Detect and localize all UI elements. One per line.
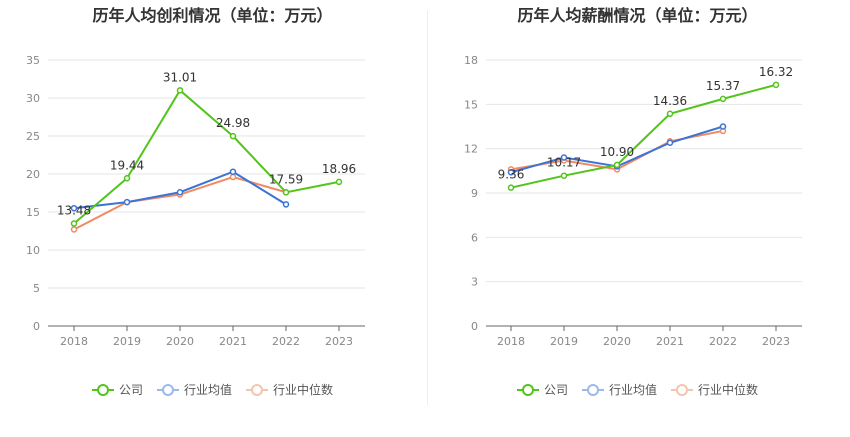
data-point-company bbox=[335, 178, 343, 186]
series-line-company bbox=[73, 88, 340, 225]
data-label: 9.36 bbox=[498, 168, 525, 182]
data-point-avg bbox=[282, 201, 290, 208]
x-tick-label: 2021 bbox=[219, 335, 247, 348]
x-tick-label: 2022 bbox=[272, 335, 300, 348]
x-tick-label: 2023 bbox=[762, 335, 790, 348]
data-label: 24.98 bbox=[216, 116, 250, 130]
data-point-company bbox=[123, 175, 131, 182]
legend-item-industry-median[interactable]: 行业中位数 bbox=[246, 381, 333, 398]
legend-line-icon bbox=[91, 383, 114, 396]
y-tick-label: 35 bbox=[26, 54, 40, 67]
y-tick-label: 5 bbox=[33, 282, 40, 295]
y-tick-label: 0 bbox=[471, 320, 478, 333]
x-tick-label: 2019 bbox=[550, 335, 578, 348]
y-tick-label: 6 bbox=[471, 231, 478, 244]
data-label: 19.44 bbox=[110, 158, 144, 172]
legend-item-industry-median[interactable]: 行业中位数 bbox=[671, 381, 758, 398]
legend-line-icon bbox=[246, 383, 268, 396]
data-point-avg bbox=[666, 139, 674, 147]
x-tick-label: 2018 bbox=[497, 335, 525, 348]
legend-label: 行业中位数 bbox=[698, 383, 759, 397]
salary-line-chart: 0 3 6 9 12 15 18 2018 2019 2020 2021 2022 2023 9.36 10… bbox=[464, 54, 802, 348]
data-point-avg bbox=[123, 198, 131, 206]
legend-label: 行业均值 bbox=[183, 383, 232, 397]
chart-legend: 公司 行业均值 行业中位数 bbox=[425, 381, 850, 398]
data-point-company bbox=[666, 110, 674, 118]
legend-item-industry-avg[interactable]: 行业均值 bbox=[581, 381, 657, 398]
data-point-avg bbox=[70, 204, 78, 212]
y-tick-label: 20 bbox=[26, 168, 40, 181]
y-tick-label: 15 bbox=[26, 206, 40, 219]
legend-line-icon bbox=[516, 383, 539, 396]
chart-panel-profit: 历年人均创利情况（单位：万元） 0 5 10 15 20 25 30 35 2018 2019 20… bbox=[0, 6, 425, 398]
data-label: 16.32 bbox=[759, 65, 793, 79]
data-label: 10.17 bbox=[547, 156, 581, 170]
chart-panel-salary: 历年人均薪酬情况（单位：万元） 0 3 6 9 12 15 18 2018 2019 2020 20… bbox=[425, 0, 850, 437]
data-point-avg bbox=[229, 168, 237, 175]
x-tick-label: 2021 bbox=[656, 335, 684, 348]
legend-label: 公司 bbox=[543, 383, 568, 397]
x-tick-label: 2020 bbox=[603, 335, 631, 348]
legend-line-icon bbox=[156, 383, 179, 396]
data-point-company bbox=[772, 81, 780, 89]
data-point-company bbox=[282, 189, 290, 196]
data-label: 17.59 bbox=[269, 172, 303, 186]
data-label: 15.37 bbox=[706, 79, 740, 93]
data-point-avg bbox=[507, 169, 515, 176]
x-tick-label: 2023 bbox=[325, 335, 353, 348]
legend-item-industry-avg[interactable]: 行业均值 bbox=[156, 381, 232, 398]
y-tick-label: 9 bbox=[471, 187, 478, 200]
x-tick-label: 2019 bbox=[113, 335, 141, 348]
y-tick-label: 10 bbox=[26, 244, 40, 257]
data-label: 31.01 bbox=[163, 70, 197, 84]
legend-label: 行业中位数 bbox=[273, 383, 334, 397]
chart-title: 历年人均薪酬情况（单位：万元） bbox=[517, 6, 758, 25]
data-point-company bbox=[70, 220, 78, 227]
data-point-avg bbox=[176, 188, 184, 196]
y-tick-label: 18 bbox=[464, 54, 478, 67]
y-tick-label: 0 bbox=[33, 320, 40, 333]
y-tick-label: 25 bbox=[26, 130, 40, 143]
legend-line-icon bbox=[671, 383, 693, 396]
data-point-company bbox=[229, 132, 237, 140]
legend-item-company[interactable]: 公司 bbox=[516, 381, 568, 398]
data-label: 13.48 bbox=[57, 204, 91, 218]
data-point-company bbox=[507, 184, 515, 191]
chart-title: 历年人均创利情况（单位：万元） bbox=[92, 6, 333, 25]
data-point-median bbox=[229, 173, 237, 181]
x-tick-label: 2020 bbox=[166, 335, 194, 348]
x-tick-label: 2018 bbox=[60, 335, 88, 348]
y-tick-label: 3 bbox=[471, 276, 478, 289]
y-tick-label: 30 bbox=[26, 92, 40, 105]
data-point-avg bbox=[719, 123, 727, 130]
legend-label: 公司 bbox=[118, 383, 143, 397]
legend-label: 行业均值 bbox=[608, 383, 657, 397]
legend-line-icon bbox=[581, 383, 604, 396]
y-tick-label: 15 bbox=[464, 98, 478, 111]
data-point-company bbox=[560, 172, 568, 179]
panel-divider bbox=[427, 10, 428, 405]
data-point-avg bbox=[560, 154, 568, 161]
chart-legend: 公司 行业均值 行业中位数 bbox=[0, 381, 425, 398]
data-point-company bbox=[176, 87, 184, 94]
x-tick-label: 2022 bbox=[709, 335, 737, 348]
series-line-company bbox=[510, 83, 777, 189]
data-label: 18.96 bbox=[322, 162, 356, 176]
data-label: 10.90 bbox=[600, 145, 634, 159]
data-point-company bbox=[719, 95, 727, 103]
data-point-median bbox=[70, 226, 78, 233]
profit-line-chart: 0 5 10 15 20 25 30 35 2018 2019 2020 2021 2022 2023 13… bbox=[26, 54, 365, 348]
legend-item-company[interactable]: 公司 bbox=[91, 381, 143, 398]
data-point-company bbox=[613, 161, 621, 169]
y-tick-label: 12 bbox=[464, 143, 478, 156]
data-label: 14.36 bbox=[653, 94, 687, 108]
